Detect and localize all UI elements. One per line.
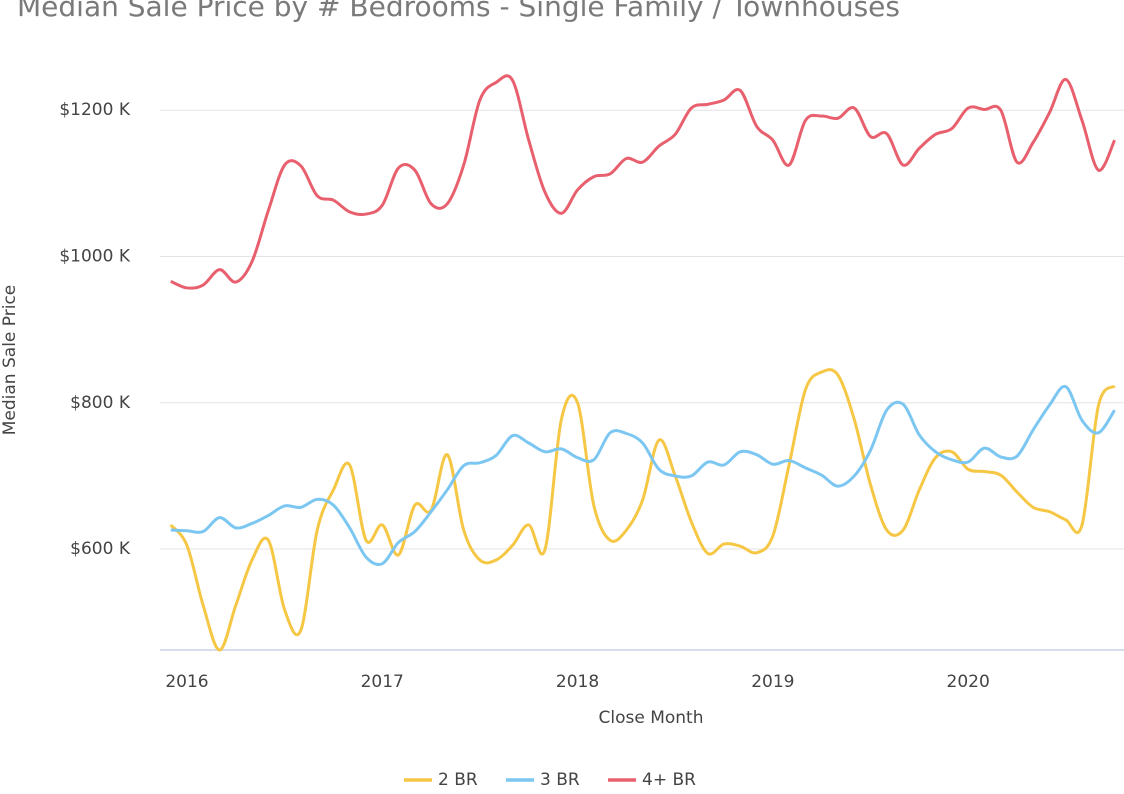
legend-label: 3 BR xyxy=(540,770,580,790)
x-tick-label: 2019 xyxy=(751,672,794,692)
x-tick-label: 2020 xyxy=(947,672,990,692)
x-tick-label: 2016 xyxy=(165,672,208,692)
plot-area xyxy=(169,74,1116,652)
chart-title: Median Sale Price by # Bedrooms - Single… xyxy=(17,0,900,23)
x-tick-label: 2018 xyxy=(556,672,599,692)
line-series xyxy=(170,74,1116,290)
x-tick-label: 2017 xyxy=(361,672,404,692)
y-tick-label: $600 K xyxy=(70,539,131,559)
x-axis-label: Close Month xyxy=(599,708,704,728)
y-axis-label: Median Sale Price xyxy=(0,285,20,436)
line-series xyxy=(169,368,1116,652)
legend-label: 4+ BR xyxy=(642,770,696,790)
y-tick-label: $1000 K xyxy=(59,246,130,266)
line-series xyxy=(170,384,1116,567)
legend-label: 2 BR xyxy=(438,770,478,790)
y-tick-label: $1200 K xyxy=(59,100,130,120)
y-tick-label: $800 K xyxy=(70,393,131,413)
